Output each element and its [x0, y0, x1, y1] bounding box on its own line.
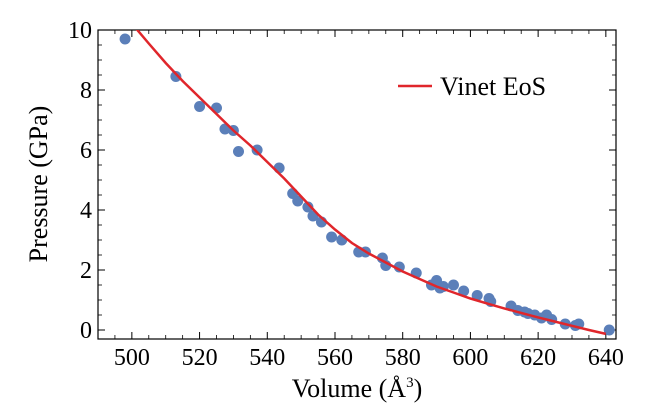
y-tick-label: 2	[80, 258, 92, 284]
ticks-layer: 500 520 540 560 580 600 620 640 0 2 4 6 8 10	[68, 18, 624, 371]
data-point	[603, 324, 615, 336]
x-axis-label: Volume (Å3)	[292, 374, 423, 403]
x-tick-label: 500	[114, 345, 150, 371]
data-point	[194, 101, 206, 112]
data-point	[458, 285, 470, 297]
x-tick-label: 640	[588, 345, 624, 371]
data-point	[471, 290, 483, 301]
legend: Vinet EoS	[398, 72, 546, 101]
x-axis-label-close: )	[414, 374, 423, 403]
x-tick-label: 560	[317, 345, 353, 371]
data-point	[302, 201, 314, 213]
data-point	[292, 195, 304, 207]
x-tick-label: 540	[249, 345, 285, 371]
data-point	[447, 279, 459, 291]
data-point	[251, 144, 263, 156]
y-axis-label: Pressure (GPa)	[24, 106, 53, 263]
vinet-eos-curve	[135, 30, 607, 336]
plot-frame	[97, 29, 617, 340]
y-tick-label: 8	[80, 78, 92, 104]
data-point	[170, 71, 182, 82]
x-axis-label-sup: 3	[406, 375, 414, 391]
y-tick-label: 10	[68, 18, 92, 44]
data-layer	[119, 30, 615, 336]
y-tick-label: 6	[80, 138, 92, 164]
x-axis-label-main: Volume (Å	[292, 374, 407, 403]
x-tick-label: 600	[452, 345, 488, 371]
data-point	[326, 231, 338, 243]
y-tick-label: 0	[80, 318, 92, 344]
x-tick-label: 620	[520, 345, 556, 371]
data-point	[233, 146, 245, 157]
y-tick-label: 4	[80, 198, 92, 224]
x-tick-label: 520	[182, 345, 218, 371]
data-point	[119, 33, 131, 45]
x-tick-label: 580	[385, 345, 421, 371]
legend-label: Vinet EoS	[440, 72, 546, 101]
